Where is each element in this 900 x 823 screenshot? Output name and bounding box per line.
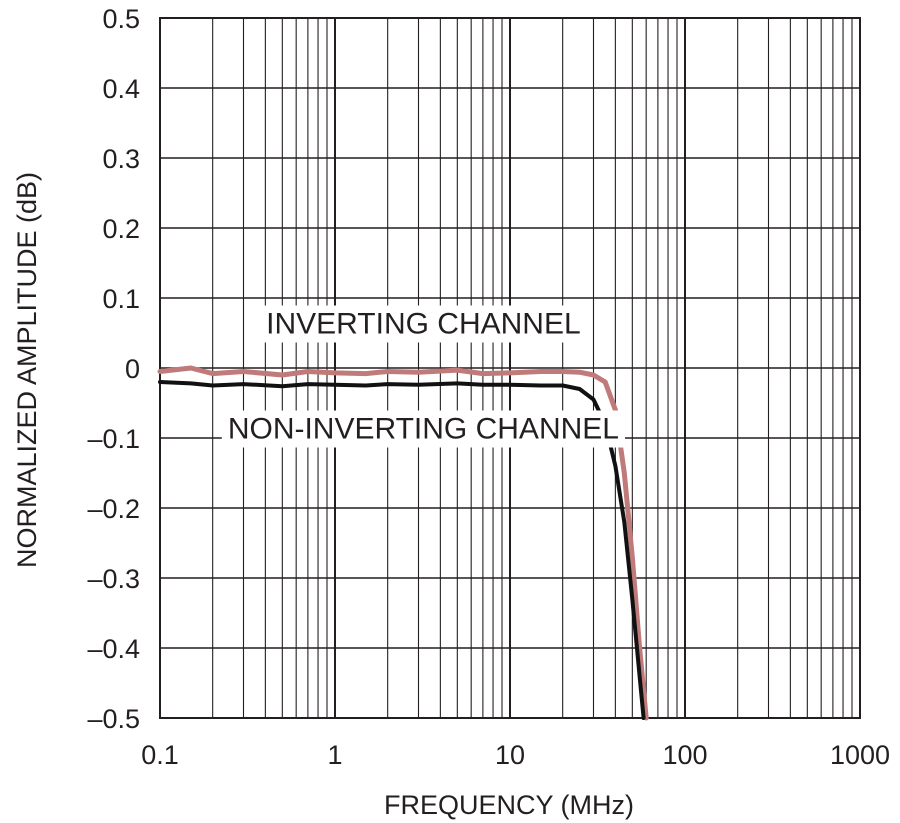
- y-tick-labels: 0.5 0.4 0.3 0.2 0.1 0 –0.1 –0.2 –0.3 –0.4 –0.5: [87, 4, 140, 734]
- series-annotation-non-inverting: NON-INVERTING CHANNEL: [228, 413, 619, 446]
- y-tick-label: –0.2: [87, 494, 140, 524]
- x-tick-label: 1: [327, 740, 342, 770]
- annotations: INVERTING CHANNEL NON-INVERTING CHANNEL: [221, 305, 625, 448]
- y-tick-label: 0.3: [102, 144, 140, 174]
- y-tick-label: –0.5: [87, 704, 140, 734]
- annotation-background: [221, 410, 625, 448]
- x-tick-labels: 0.1 1 10 100 1000: [141, 740, 890, 770]
- y-tick-label: 0.2: [102, 214, 140, 244]
- x-tick-label: 1000: [830, 740, 890, 770]
- x-axis-label: FREQUENCY (MHz): [384, 790, 634, 820]
- x-tick-label: 0.1: [141, 740, 179, 770]
- y-tick-label: 0.5: [102, 4, 140, 34]
- x-tick-label: 100: [662, 740, 707, 770]
- y-tick-label: 0.4: [102, 74, 140, 104]
- y-tick-label: 0.1: [102, 284, 140, 314]
- y-tick-label: –0.4: [87, 634, 140, 664]
- series-line-non-inverting: [158, 380, 646, 720]
- series-annotation-inverting: INVERTING CHANNEL: [266, 308, 581, 341]
- y-tick-label: 0: [125, 354, 140, 384]
- x-tick-label: 10: [495, 740, 525, 770]
- y-tick-label: –0.1: [87, 424, 140, 454]
- y-axis-label: NORMALIZED AMPLITUDE (dB): [12, 172, 42, 568]
- y-tick-label: –0.3: [87, 564, 140, 594]
- annotation-background: [260, 305, 587, 343]
- plot-frame: [159, 17, 861, 719]
